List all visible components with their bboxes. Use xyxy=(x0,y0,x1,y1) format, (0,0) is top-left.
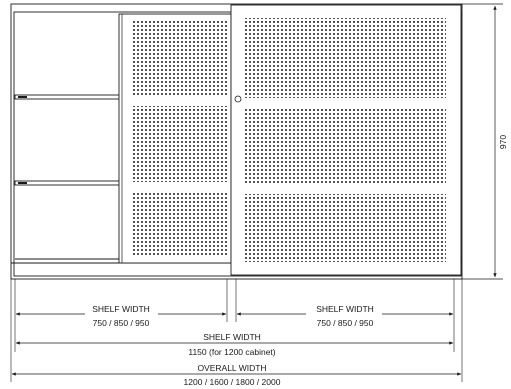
right-door-perf-panel-1 xyxy=(245,18,446,98)
open-compartment xyxy=(14,94,120,260)
shelf-1 xyxy=(14,94,120,100)
right-door-perf-panel-3 xyxy=(245,194,446,262)
shelf-2 xyxy=(14,180,120,186)
shelf-width-right-values: 750 / 850 / 950 xyxy=(317,318,374,328)
shelf-width-left-values: 750 / 850 / 950 xyxy=(93,318,150,328)
left-door-perf-panel-3 xyxy=(132,192,228,256)
overall-width-values: 1200 / 1600 / 1800 / 2000 xyxy=(184,377,281,387)
left-door-perf-panel-2 xyxy=(132,106,228,182)
left-door xyxy=(118,13,232,264)
height-value: 970 xyxy=(498,135,508,149)
shelf-width-left-label: SHELF WIDTH xyxy=(92,304,150,314)
shelf-width-right-label: SHELF WIDTH xyxy=(316,304,374,314)
door-lock-icon xyxy=(234,95,242,103)
shelf-width-full-label: SHELF WIDTH xyxy=(203,332,261,342)
overall-width-label: OVERALL WIDTH xyxy=(197,363,266,373)
right-door xyxy=(230,4,462,276)
cabinet-outer-frame xyxy=(10,3,463,280)
width-extension-lines xyxy=(10,279,463,382)
right-door-perf-panel-2 xyxy=(245,107,446,185)
height-dimension xyxy=(462,3,503,280)
shelf-width-full-values: 1150 (for 1200 cabinet) xyxy=(188,347,275,357)
left-door-perf-panel-1 xyxy=(132,20,228,96)
